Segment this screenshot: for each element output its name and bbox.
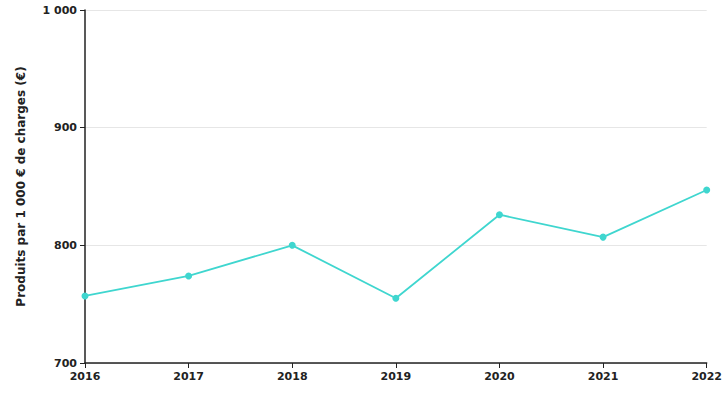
svg-text:1 000: 1 000 [43, 4, 78, 17]
svg-text:700: 700 [54, 357, 77, 370]
svg-text:2016: 2016 [70, 370, 101, 383]
svg-text:2020: 2020 [484, 370, 515, 383]
svg-text:800: 800 [54, 239, 77, 252]
svg-text:2019: 2019 [381, 370, 412, 383]
svg-text:Produits par 1 000 € de charge: Produits par 1 000 € de charges (€) [14, 66, 28, 306]
svg-text:2017: 2017 [173, 370, 204, 383]
svg-text:900: 900 [54, 121, 77, 134]
svg-text:2022: 2022 [691, 370, 722, 383]
svg-text:2021: 2021 [588, 370, 619, 383]
svg-text:2018: 2018 [277, 370, 308, 383]
